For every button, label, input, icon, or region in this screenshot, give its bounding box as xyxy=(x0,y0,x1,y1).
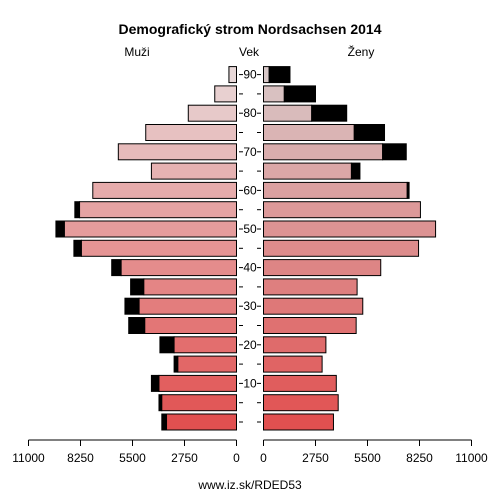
male-bar xyxy=(187,104,237,122)
female-bar xyxy=(263,317,357,334)
female-bar xyxy=(263,124,355,141)
female-bar xyxy=(263,201,421,219)
male-bar xyxy=(63,220,237,238)
female-bar xyxy=(263,162,352,180)
female-bar xyxy=(263,259,382,277)
age-tick-label: 80 xyxy=(243,106,257,120)
female-excess-segment xyxy=(311,104,348,122)
female-bar xyxy=(263,374,337,392)
female-bar xyxy=(263,181,408,199)
female-excess-segment xyxy=(283,85,316,103)
male-excess-segment xyxy=(130,278,145,296)
male-bar xyxy=(120,259,237,277)
age-tick-label: 60 xyxy=(243,183,257,197)
female-bar xyxy=(263,220,437,238)
female-excess-segment xyxy=(382,143,407,161)
male-bar xyxy=(117,143,237,161)
male-bar xyxy=(145,124,237,141)
female-excess-segment xyxy=(268,66,291,84)
age-tick-label: 30 xyxy=(243,299,257,313)
x-axes: 11000 8250 5500 2750 0 0 2750 5500 8250 11000 xyxy=(12,439,488,465)
male-x-tick-label: 8250 xyxy=(67,451,94,465)
male-bar xyxy=(150,162,237,180)
male-bar xyxy=(143,278,238,296)
female-bar xyxy=(263,413,334,431)
female-bar xyxy=(263,66,270,84)
male-excess-segment xyxy=(73,239,82,257)
age-tick-label: 10 xyxy=(243,376,257,390)
male-bar xyxy=(228,66,238,84)
male-bar xyxy=(144,317,237,334)
female-x-tick-label: 0 xyxy=(260,451,267,465)
female-bar xyxy=(263,143,384,161)
male-bar xyxy=(80,239,238,257)
age-tick-label: 40 xyxy=(243,261,257,275)
male-bar xyxy=(138,297,237,315)
age-tick-label: 70 xyxy=(243,145,257,159)
male-bar xyxy=(92,181,237,199)
female-bar xyxy=(263,278,358,296)
male-excess-segment xyxy=(173,355,179,373)
male-bar xyxy=(79,201,237,219)
male-x-tick-label: 0 xyxy=(233,451,240,465)
male-excess-segment xyxy=(111,259,122,277)
male-x-tick-label: 2750 xyxy=(171,451,198,465)
male-x-tick-label: 11000 xyxy=(12,451,45,465)
male-bar xyxy=(161,394,238,412)
male-excess-segment xyxy=(150,374,160,392)
male-excess-segment xyxy=(55,220,65,238)
male-bar xyxy=(173,336,238,354)
male-bar xyxy=(214,85,238,103)
age-axis-label: Vek xyxy=(239,45,260,59)
female-x-tick-label: 11000 xyxy=(455,451,488,465)
female-x-tick-label: 8250 xyxy=(406,451,433,465)
age-axis: 10 20 30 40 50 60 70 80 90 xyxy=(239,68,261,423)
female-x-tick-label: 5500 xyxy=(354,451,381,465)
male-excess-segment xyxy=(128,317,146,334)
male-bars xyxy=(55,66,238,431)
female-bar xyxy=(263,355,323,373)
age-tick-label: 50 xyxy=(243,222,257,236)
age-tick-label: 90 xyxy=(243,68,257,82)
chart-title: Demografický strom Nordsachsen 2014 xyxy=(119,21,382,37)
female-bar xyxy=(263,104,313,122)
male-bar xyxy=(158,374,238,392)
female-excess-segment xyxy=(406,181,410,199)
footer-url: www.iz.sk/RDED53 xyxy=(197,478,302,492)
male-label: Muži xyxy=(124,45,149,59)
male-excess-segment xyxy=(124,297,140,315)
male-bar xyxy=(177,355,238,373)
female-bar xyxy=(263,297,364,315)
female-excess-segment xyxy=(350,162,361,180)
female-bar xyxy=(263,239,420,257)
female-bar xyxy=(263,85,285,103)
male-excess-segment xyxy=(159,336,175,354)
female-x-tick-label: 2750 xyxy=(302,451,329,465)
female-bar xyxy=(263,336,327,354)
female-excess-segment xyxy=(353,124,386,141)
male-bar xyxy=(166,413,237,431)
female-bars xyxy=(263,66,437,431)
age-tick-label: 20 xyxy=(243,338,257,352)
female-bar xyxy=(263,394,339,412)
male-x-tick-label: 5500 xyxy=(119,451,146,465)
male-excess-segment xyxy=(161,413,168,431)
female-label: Ženy xyxy=(348,44,375,59)
male-excess-segment xyxy=(74,201,81,219)
